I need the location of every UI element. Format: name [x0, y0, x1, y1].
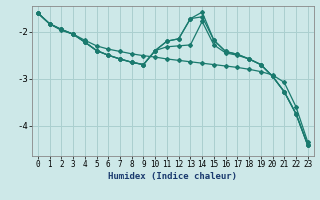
X-axis label: Humidex (Indice chaleur): Humidex (Indice chaleur): [108, 172, 237, 181]
